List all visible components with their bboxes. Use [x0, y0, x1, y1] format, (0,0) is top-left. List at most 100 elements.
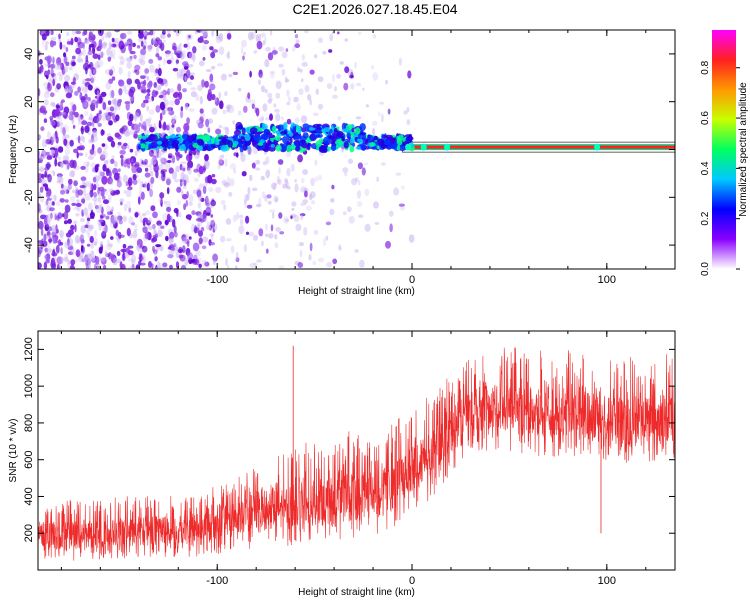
- spectrogram-noise-blob: [348, 74, 355, 79]
- spectrogram-signal-track: [137, 121, 675, 154]
- spectrogram-noise-blob: [107, 100, 112, 105]
- spectrogram-noise-blob: [287, 96, 291, 103]
- spectrogram-noise-blob: [210, 199, 216, 207]
- spectrogram-noise-blob: [39, 186, 44, 193]
- spectrogram-noise-blob: [183, 179, 187, 187]
- spectrogram-noise-blob: [258, 69, 263, 78]
- spectrogram-noise-blob: [372, 33, 377, 39]
- spectrogram-noise-blob: [193, 168, 199, 173]
- spectrogram-noise-blob: [273, 103, 277, 108]
- spectrogram-noise-blob: [265, 117, 270, 121]
- spectrogram-noise-blob: [101, 143, 106, 147]
- spectrogram-noise-blob: [280, 116, 284, 121]
- spectrogram-noise-blob: [199, 35, 204, 41]
- spectrogram-noise-blob: [186, 34, 190, 42]
- spectrogram-noise-blob: [187, 81, 193, 86]
- spectrogram-noise-blob: [163, 200, 167, 204]
- spectrogram-noise-blob: [146, 105, 149, 111]
- spectrogram-noise-blob: [248, 231, 255, 237]
- spectrogram-noise-blob: [176, 69, 183, 78]
- spectrogram-noise-blob: [174, 178, 180, 183]
- spectrogram-noise-blob: [96, 117, 101, 126]
- signal-band-blob: [265, 132, 273, 136]
- spectrogram-noise-blob: [186, 69, 191, 79]
- spectrogram-noise-blob: [87, 49, 93, 56]
- spectrogram-noise-blob: [53, 40, 57, 46]
- spectrogram-noise-blob: [249, 262, 256, 268]
- spectrogram-noise-blob: [119, 61, 125, 66]
- spectrogram-x-ticks: -100 0 100: [60, 30, 647, 286]
- spectrogram-noise-blob: [144, 167, 149, 172]
- spectrogram-noise-blob: [183, 237, 187, 245]
- spectrogram-noise-blob: [261, 191, 266, 199]
- spectrogram-noise-blob: [243, 199, 247, 205]
- spectrogram-noise-blob: [40, 173, 45, 179]
- spectrogram-noise-blob: [160, 225, 165, 229]
- spectrogram-noise-blob: [148, 58, 154, 64]
- spectrogram-noise-blob: [115, 114, 120, 122]
- spectrogram-noise-blob: [362, 87, 365, 91]
- spectrogram-noise-blob: [65, 61, 70, 66]
- spectrogram-noise-blob: [87, 155, 94, 160]
- spectrogram-noise-blob: [187, 35, 191, 39]
- spectrogram-noise-blob: [202, 214, 207, 223]
- spectrogram-noise-blob: [209, 46, 214, 51]
- spectrogram-noise-blob: [38, 134, 42, 139]
- spectrogram-noise-blob: [45, 30, 50, 37]
- spectrogram-noise-blob: [139, 190, 143, 195]
- spectrogram-noise-blob: [238, 225, 245, 234]
- spectrogram-noise-blob: [110, 214, 115, 224]
- signal-band-blob: [222, 138, 230, 145]
- spectrogram-noise-blob: [57, 175, 63, 183]
- spectrogram-noise-blob: [90, 224, 95, 230]
- spectrogram-noise-blob: [350, 83, 355, 90]
- spectrogram-noise-blob: [211, 107, 218, 115]
- spectrogram-noise-blob: [312, 112, 319, 117]
- spectrogram-noise-blob: [233, 168, 236, 174]
- spectrogram-noise-blob: [265, 223, 268, 231]
- spectrogram-noise-blob: [184, 258, 189, 267]
- signal-band-blob: [314, 134, 320, 138]
- spectrogram-noise-blob: [72, 189, 76, 194]
- spectrogram-noise-blob: [281, 51, 288, 59]
- signal-band-blob: [328, 135, 336, 140]
- spectrogram-noise-blob: [56, 83, 61, 90]
- spectrogram-noise-blob: [50, 92, 55, 98]
- snr-y-tick-label: 800: [23, 414, 35, 432]
- spectrogram-noise-blob: [159, 192, 165, 199]
- spectrogram-noise-blob: [95, 101, 99, 109]
- spectrogram-noise-blob: [304, 84, 310, 93]
- spectrogram-noise-blob: [155, 68, 159, 74]
- spectrogram-noise-blob: [199, 95, 203, 105]
- spectrogram-noise-blob: [205, 118, 210, 128]
- spectrogram-noise-blob: [209, 83, 216, 91]
- spectrogram-noise-blob: [157, 67, 162, 77]
- spectrogram-noise-blob: [80, 135, 84, 142]
- spectrogram-noise-blob: [301, 61, 308, 67]
- spectrogram-noise-blob: [355, 82, 362, 87]
- spectrogram-noise-blob: [356, 190, 362, 199]
- spectrogram-noise-blob: [76, 58, 83, 63]
- spectrogram-noise-blob: [114, 102, 118, 111]
- spectrogram-noise-blob: [91, 67, 97, 76]
- signal-band-blob: [237, 138, 243, 144]
- spectrogram-noise-blob: [56, 256, 63, 265]
- spectrogram-noise-blob: [126, 227, 131, 237]
- spectrogram-noise-blob: [265, 47, 271, 52]
- spectrogram-noise-blob: [205, 206, 212, 216]
- spectrogram-noise-blob: [94, 205, 99, 210]
- spectrogram-noise-blob: [60, 62, 65, 71]
- snr-y-tick-label: 1000: [23, 374, 35, 398]
- spectrogram-noise-blob: [58, 33, 61, 40]
- spectrogram-noise-blob: [38, 50, 41, 57]
- spectrogram-noise-blob: [157, 85, 162, 91]
- spectrogram-noise-blob: [183, 203, 187, 211]
- spectrogram-noise-blob: [325, 221, 332, 226]
- spectrogram-noise-blob: [266, 194, 272, 199]
- spectrogram-noise-blob: [50, 69, 55, 74]
- spectrogram-noise-blob: [73, 180, 78, 187]
- spectrogram-noise-blob: [376, 176, 379, 182]
- signal-band-blob: [302, 123, 310, 129]
- spectrogram-noise-blob: [297, 68, 301, 72]
- spectrogram-noise-blob: [66, 32, 70, 36]
